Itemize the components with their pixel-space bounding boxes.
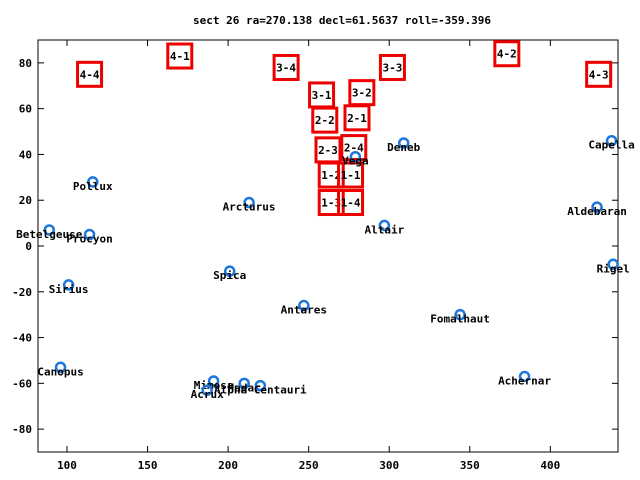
star-marker-alpha-centauri	[254, 379, 267, 392]
sector-box-1-4	[337, 189, 365, 217]
star-marker-achernar	[518, 370, 531, 383]
y-tick-label: 60	[19, 103, 32, 116]
star-label-fomalhaut: Fomalhaut	[430, 313, 490, 326]
sector-box-3-4	[272, 53, 300, 81]
sector-label-1-4: 1-4	[341, 197, 361, 210]
star-label-rigel: Rigel	[597, 262, 630, 275]
y-tick-label: 40	[19, 148, 32, 161]
star-marker-pollux	[87, 176, 99, 188]
star-marker-antares	[298, 299, 310, 312]
sector-box-4-1	[166, 42, 194, 70]
star-label-deneb: Deneb	[387, 141, 420, 154]
x-tick-label: 350	[460, 459, 480, 472]
sector-box-4-2	[493, 40, 521, 68]
star-marker-deneb	[397, 137, 410, 149]
star-marker-rigel	[607, 258, 619, 271]
star-marker-procyon	[83, 228, 96, 241]
y-tick-label: -40	[12, 332, 32, 345]
x-tick-label: 200	[218, 459, 238, 472]
sector-label-3-1: 3-1	[312, 89, 332, 102]
star-marker-hadar	[238, 377, 250, 390]
axes-layer: 100 150 200 250 300 350 400 -80 -60 -40 -20 0 20 40 60…	[12, 40, 618, 472]
star-marker-fomalhaut	[454, 308, 466, 321]
sector-label-2-3: 2-3	[318, 144, 338, 157]
y-tick-label: -20	[12, 286, 32, 299]
sector-label-4-2: 4-2	[497, 48, 517, 61]
x-tick-label: 400	[540, 459, 560, 472]
star-label-canopus: Canopus	[37, 365, 83, 378]
star-label-arcturus: Arcturus	[223, 201, 276, 214]
sector-label-2-1: 2-1	[347, 112, 367, 125]
star-marker-aldebaran	[591, 201, 603, 213]
star-marker-betelgeuse	[43, 224, 56, 236]
sector-box-1-1	[337, 161, 365, 189]
sector-box-2-4	[340, 134, 368, 162]
star-label-spica: Spica	[213, 269, 246, 282]
star-label-acrux: Acrux	[191, 388, 224, 401]
y-tick-label: 20	[19, 194, 32, 207]
star-marker-altair	[378, 219, 391, 232]
y-tick-label: 80	[19, 57, 32, 70]
x-tick-label: 100	[57, 459, 77, 472]
star-label-aldebaran: Aldebaran	[567, 205, 627, 218]
sector-label-2-2: 2-2	[315, 114, 335, 127]
y-tick-label: -60	[12, 377, 32, 390]
sector-box-4-4	[76, 60, 104, 88]
star-marker-mimosa	[207, 375, 220, 387]
sector-box-3-3	[378, 53, 406, 81]
star-label-antares: Antares	[281, 304, 327, 317]
star-label-sirius: Sirius	[49, 283, 89, 296]
star-marker-acrux	[201, 384, 213, 396]
sector-label-3-3: 3-3	[383, 61, 403, 74]
sector-layer: 4-1 4-24-43-4 3-34-33-1 3-22-2 2-12-3 2-41-2 1…	[76, 40, 613, 217]
star-label-betelgeuse: Betelgeuse	[16, 228, 83, 241]
sector-label-1-1: 1-1	[341, 169, 361, 182]
sector-box-2-2	[311, 106, 339, 134]
x-tick-label: 250	[299, 459, 319, 472]
x-tick-label: 300	[379, 459, 399, 472]
sector-box-4-3	[585, 60, 613, 88]
star-label-pollux: Pollux	[73, 180, 113, 193]
star-marker-canopus	[54, 361, 67, 374]
star-label-achernar: Achernar	[498, 374, 551, 387]
sector-label-3-2: 3-2	[352, 87, 372, 100]
star-label-vega: Vega	[342, 155, 369, 168]
star-label-altair: Altair	[365, 223, 405, 236]
star-label-capella: Capella	[588, 139, 634, 152]
sector-label-3-4: 3-4	[276, 61, 296, 74]
star-label-alpha-centauri: Alpha Centauri	[214, 384, 307, 397]
star-layer: Capella Deneb Vega Pollux Arcturus Aldebaran A…	[16, 134, 635, 401]
sector-label-2-4: 2-4	[344, 142, 364, 155]
x-tick-label: 150	[138, 459, 158, 472]
y-tick-label: -80	[12, 423, 32, 436]
sector-label-1-3: 1-3	[321, 197, 341, 210]
sector-label-4-4: 4-4	[80, 68, 100, 81]
sector-box-1-2	[317, 161, 345, 189]
y-tick-label: 0	[25, 240, 32, 253]
star-label-procyon: Procyon	[66, 233, 112, 246]
sector-box-1-3	[317, 189, 345, 217]
sector-box-2-1	[343, 104, 371, 132]
sector-label-1-2: 1-2	[321, 169, 341, 182]
sector-label-4-1: 4-1	[170, 50, 190, 63]
star-marker-arcturus	[243, 196, 255, 209]
star-marker-sirius	[62, 279, 75, 291]
star-marker-vega	[349, 150, 362, 163]
star-marker-capella	[605, 134, 618, 147]
star-marker-spica	[223, 265, 236, 277]
star-label-hadar: Hadar	[228, 381, 261, 394]
chart-title: sect 26 ra=270.138 decl=61.5637 roll=-35…	[193, 14, 491, 27]
sector-label-4-3: 4-3	[589, 68, 609, 81]
